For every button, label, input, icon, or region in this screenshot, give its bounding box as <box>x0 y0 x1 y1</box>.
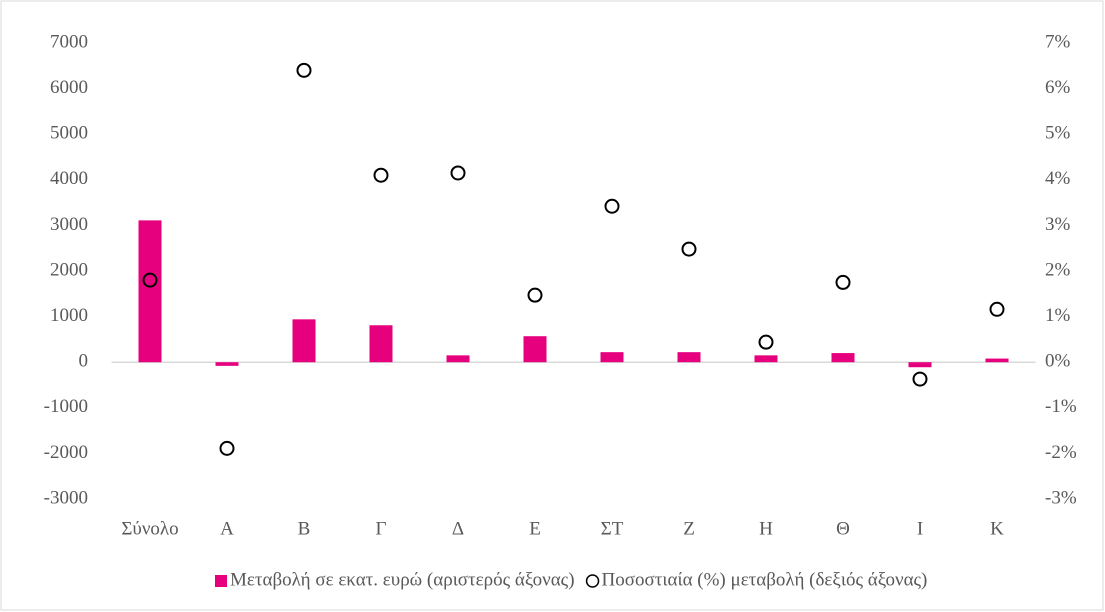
y2-tick-label: -3% <box>1045 487 1077 508</box>
x-tick-label: Σύνολο <box>121 518 178 539</box>
y2-tick-label: -1% <box>1045 396 1077 417</box>
y-tick-label: -2000 <box>44 442 88 463</box>
point <box>296 62 312 78</box>
point <box>758 334 774 350</box>
y-tick-label: 7000 <box>50 31 88 52</box>
point <box>989 301 1005 317</box>
bar <box>523 336 547 363</box>
y2-tick-label: 6% <box>1045 77 1071 98</box>
point <box>450 165 466 181</box>
y-tick-label: 5000 <box>50 123 88 144</box>
y2-tick-label: 1% <box>1045 305 1071 326</box>
bar <box>677 352 701 363</box>
y-tick-label: 6000 <box>50 77 88 98</box>
legend-swatch <box>585 574 600 588</box>
x-tick-label: Β <box>298 518 311 539</box>
x-tick-label: Θ <box>836 518 850 539</box>
point <box>219 440 235 456</box>
bar <box>831 353 855 363</box>
bar <box>446 355 470 363</box>
y2-tick-label: -2% <box>1045 442 1077 463</box>
point <box>912 371 928 387</box>
x-tick-label: Ζ <box>683 518 695 539</box>
bar <box>215 362 239 366</box>
x-tick-label: Η <box>759 518 773 539</box>
x-tick-label: Γ <box>376 518 387 539</box>
y2-tick-label: 2% <box>1045 259 1071 280</box>
y-tick-label: 0 <box>79 351 89 372</box>
y-tick-label: -3000 <box>44 487 88 508</box>
y-tick-label: 1000 <box>50 305 88 326</box>
y-tick-label: -1000 <box>44 396 88 417</box>
y-tick-label: 3000 <box>50 214 88 235</box>
point <box>373 167 389 183</box>
legend-label: Μεταβολή σε εκατ. ευρώ (αριστερός άξονας… <box>230 569 575 590</box>
y2-tick-label: 0% <box>1045 351 1071 372</box>
y-tick-label: 4000 <box>50 168 88 189</box>
bar <box>908 362 932 368</box>
bar <box>754 355 778 363</box>
point <box>835 274 851 290</box>
legend-label: Ποσοστιαία (%) μεταβολή (δεξιός άξονας) <box>602 569 928 590</box>
y2-tick-label: 3% <box>1045 214 1071 235</box>
x-tick-label: Δ <box>452 518 464 539</box>
x-tick-label: Ε <box>529 518 541 539</box>
y-tick-label: 2000 <box>50 259 88 280</box>
y2-tick-label: 5% <box>1045 123 1071 144</box>
point <box>142 272 158 288</box>
y2-tick-label: 4% <box>1045 168 1071 189</box>
point <box>604 198 620 214</box>
bar <box>292 319 316 363</box>
x-tick-label: ΣΤ <box>601 518 624 539</box>
point <box>527 287 543 303</box>
y2-tick-label: 7% <box>1045 31 1071 52</box>
x-tick-label: Κ <box>990 518 1004 539</box>
bar <box>369 325 393 363</box>
bar <box>985 358 1009 363</box>
legend-swatch <box>215 575 227 587</box>
bar <box>600 352 624 363</box>
x-tick-label: Ι <box>917 518 923 539</box>
x-tick-label: Α <box>220 518 234 539</box>
bar <box>138 220 162 363</box>
point <box>681 241 697 257</box>
